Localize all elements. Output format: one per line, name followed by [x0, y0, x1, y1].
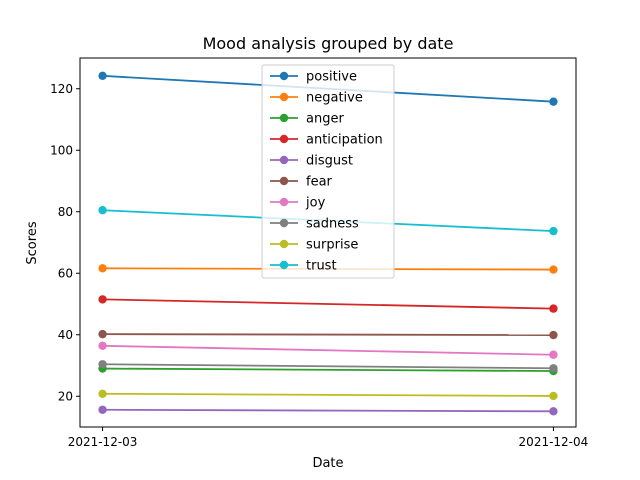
data-point-fear-1	[549, 330, 558, 340]
legend-marker-disgust	[279, 155, 289, 165]
legend-marker-fear	[279, 176, 289, 186]
data-point-anticipation-0	[98, 295, 107, 304]
data-point-surprise-0	[98, 389, 107, 398]
chart-title: Mood analysis grouped by date	[203, 34, 454, 53]
series-line-fear	[102, 333, 554, 336]
data-point-joy-1	[549, 350, 558, 359]
y-axis: 20 40 60 80 100 120	[50, 82, 80, 403]
series-line-joy	[102, 344, 554, 356]
legend-marker-negative	[279, 92, 289, 102]
legend-label-joy: joy	[305, 196, 326, 211]
data-point-fear-0	[98, 329, 107, 339]
data-point-sadness-1	[549, 364, 558, 373]
plot-area	[79, 57, 577, 428]
plot-frame	[79, 57, 577, 428]
legend-label-positive: positive	[306, 70, 357, 85]
legend-marker-anticipation	[279, 134, 289, 144]
legend-marker-joy	[279, 197, 289, 207]
data-point-trust-1	[549, 226, 558, 236]
data-point-surprise-1	[549, 391, 558, 401]
data-point-sadness-0	[98, 360, 107, 369]
data-point-disgust-1	[549, 407, 558, 416]
y-tick-label: 40	[58, 328, 73, 342]
series-line-surprise	[102, 392, 554, 397]
y-tick-label: 100	[50, 143, 73, 157]
legend-label-trust: trust	[306, 259, 337, 274]
legend-label-disgust: disgust	[306, 154, 353, 169]
data-point-positive-1	[549, 97, 558, 106]
legend-marker-positive	[279, 71, 289, 81]
series-line-anger	[102, 367, 554, 372]
legend-marker-surprise	[279, 239, 289, 249]
data-point-joy-0	[98, 341, 107, 351]
data-point-negative-1	[549, 265, 558, 274]
data-point-anticipation-1	[549, 304, 558, 313]
y-tick-label: 80	[58, 205, 73, 219]
legend-label-fear: fear	[306, 175, 333, 190]
x-tick-label: 2021-12-04	[519, 435, 589, 449]
legend-label-anger: anger	[306, 112, 344, 127]
x-axis-label: Date	[312, 456, 343, 471]
y-tick-label: 20	[58, 389, 73, 403]
legend-label-anticipation: anticipation	[306, 133, 383, 148]
data-point-positive-0	[98, 71, 107, 81]
data-point-negative-0	[98, 264, 107, 273]
data-point-disgust-0	[98, 405, 107, 414]
x-tick-label: 2021-12-03	[68, 435, 138, 449]
legend-label-negative: negative	[306, 91, 363, 106]
legend-marker-sadness	[279, 218, 289, 228]
series-line-sadness	[102, 363, 554, 370]
legend: positive negative anger anticipation disgust…	[261, 64, 395, 279]
y-axis-label: Scores	[25, 221, 40, 264]
legend-marker-anger	[279, 113, 289, 123]
legend-marker-trust	[279, 260, 289, 270]
y-tick-label: 60	[58, 266, 73, 280]
series-line-anticipation	[102, 298, 554, 310]
legend-label-surprise: surprise	[306, 238, 358, 253]
series-line-disgust	[102, 408, 554, 413]
legend-label-sadness: sadness	[306, 217, 359, 232]
x-axis: 2021-12-03 2021-12-04	[68, 427, 589, 449]
data-point-trust-0	[98, 206, 107, 215]
y-tick-label: 120	[50, 82, 73, 96]
